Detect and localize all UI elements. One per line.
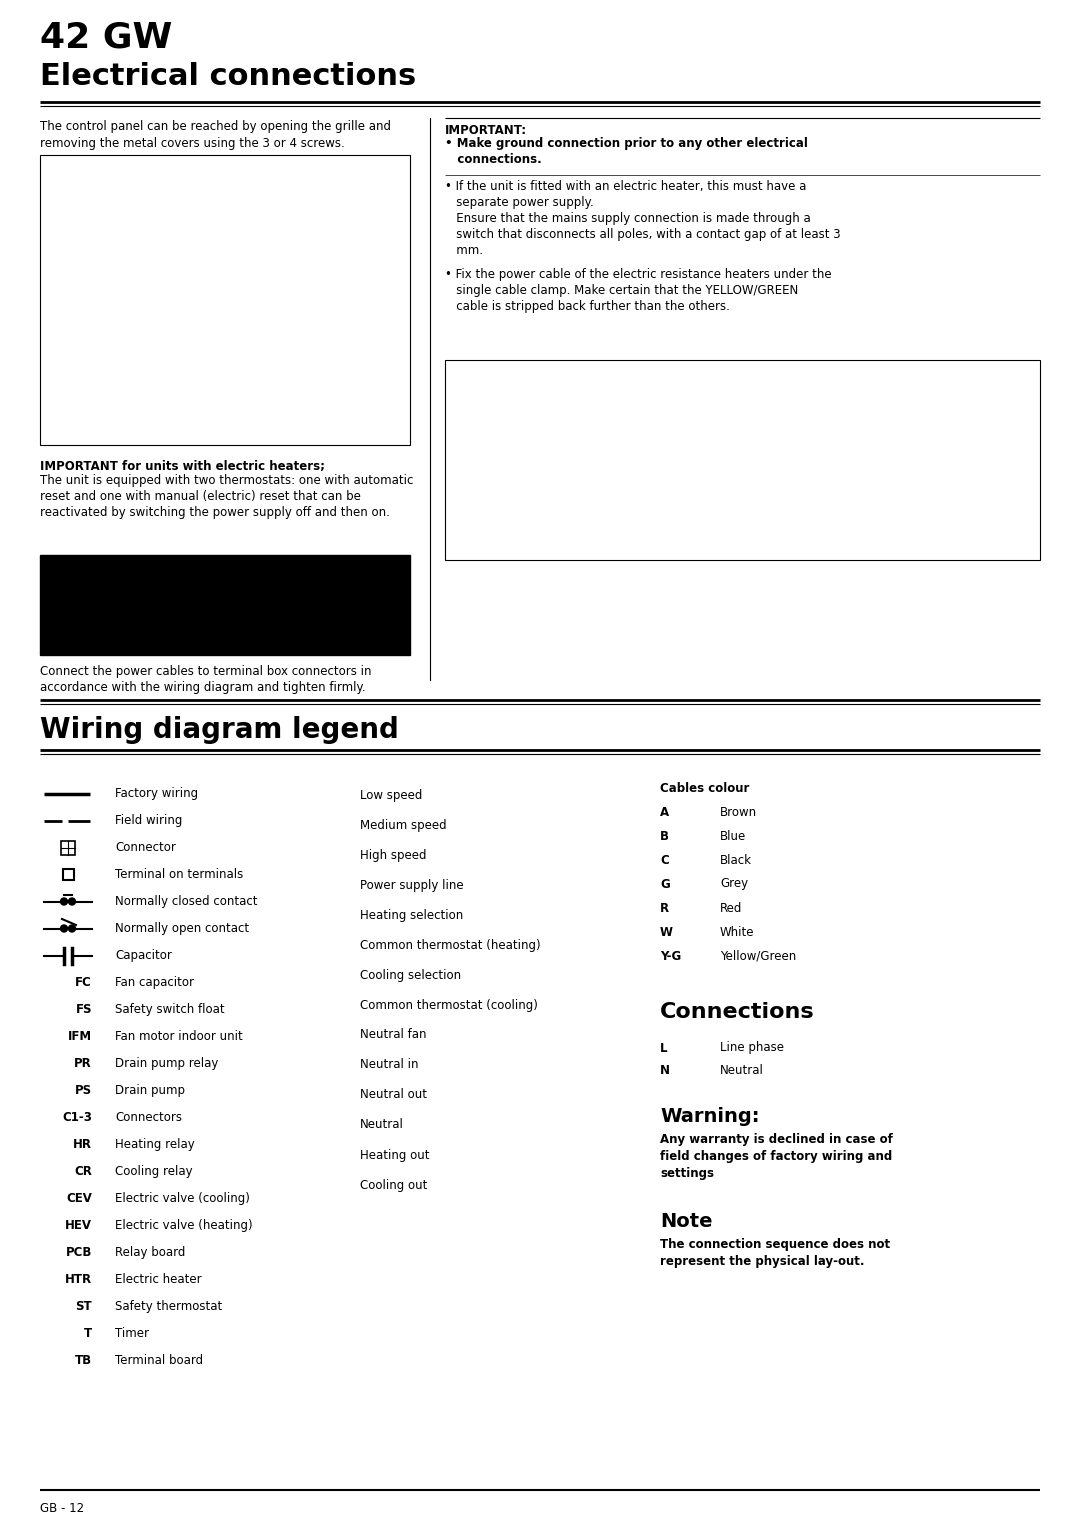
- Text: Capacitor: Capacitor: [114, 949, 172, 963]
- Text: • If the unit is fitted with an electric heater, this must have a
   separate po: • If the unit is fitted with an electric…: [445, 180, 840, 257]
- Text: Normally open contact: Normally open contact: [114, 921, 249, 935]
- Text: Cables colour: Cables colour: [660, 782, 750, 795]
- Text: CEV: CEV: [66, 1192, 92, 1206]
- Text: Yellow/Green: Yellow/Green: [720, 949, 796, 963]
- Bar: [63, 869, 73, 880]
- Text: GB - 12: GB - 12: [40, 1502, 84, 1514]
- Text: • Make ground connection prior to any other electrical
   connections.: • Make ground connection prior to any ot…: [445, 138, 808, 167]
- Text: The unit is equipped with two thermostats: one with automatic
reset and one with: The unit is equipped with two thermostat…: [40, 474, 414, 520]
- Text: W: W: [660, 926, 673, 938]
- Text: FC: FC: [76, 976, 92, 989]
- Text: Common thermostat (heating): Common thermostat (heating): [360, 938, 541, 952]
- Text: G: G: [660, 877, 670, 891]
- Text: Wiring diagram legend: Wiring diagram legend: [40, 717, 399, 744]
- Text: T: T: [84, 1326, 92, 1340]
- Text: IMPORTANT:: IMPORTANT:: [445, 124, 527, 138]
- Text: Electrical connections: Electrical connections: [40, 63, 416, 92]
- Text: Electric valve (cooling): Electric valve (cooling): [114, 1192, 249, 1206]
- Text: Power supply line: Power supply line: [360, 879, 463, 891]
- Text: Red: Red: [720, 902, 742, 914]
- Text: Medium speed: Medium speed: [360, 819, 447, 831]
- Text: Electric heater: Electric heater: [114, 1273, 202, 1287]
- Text: Connections: Connections: [660, 1002, 814, 1022]
- Text: Cooling relay: Cooling relay: [114, 1164, 192, 1178]
- Text: B: B: [660, 830, 669, 842]
- Text: Connector: Connector: [114, 840, 176, 854]
- Text: R: R: [660, 902, 670, 914]
- Text: Fan capacitor: Fan capacitor: [114, 976, 194, 989]
- Bar: [40, 555, 410, 656]
- Text: PCB: PCB: [66, 1245, 92, 1259]
- Bar: [445, 361, 1040, 559]
- Circle shape: [60, 924, 67, 932]
- Text: Neutral out: Neutral out: [360, 1088, 427, 1102]
- Text: Electric valve (heating): Electric valve (heating): [114, 1219, 253, 1232]
- Text: Y-G: Y-G: [660, 949, 681, 963]
- Circle shape: [68, 924, 76, 932]
- Text: Neutral fan: Neutral fan: [360, 1028, 427, 1042]
- Text: • Fix the power cable of the electric resistance heaters under the
   single cab: • Fix the power cable of the electric re…: [445, 267, 832, 313]
- Text: Cooling out: Cooling out: [360, 1178, 428, 1192]
- Text: Line phase: Line phase: [720, 1042, 784, 1054]
- Text: Terminal board: Terminal board: [114, 1354, 203, 1368]
- Bar: [60, 840, 75, 854]
- Text: CR: CR: [75, 1164, 92, 1178]
- Text: ST: ST: [76, 1300, 92, 1313]
- Text: Grey: Grey: [720, 877, 748, 891]
- Circle shape: [60, 898, 67, 905]
- Text: 42 GW: 42 GW: [40, 20, 173, 53]
- Text: Normally closed contact: Normally closed contact: [114, 895, 257, 908]
- Text: N: N: [660, 1063, 670, 1077]
- Text: Safety switch float: Safety switch float: [114, 1002, 225, 1016]
- Text: C: C: [660, 854, 669, 866]
- Text: Heating selection: Heating selection: [360, 909, 463, 921]
- Text: Any warranty is declined in case of
field changes of factory wiring and
settings: Any warranty is declined in case of fiel…: [660, 1132, 893, 1180]
- Text: Heating out: Heating out: [360, 1149, 430, 1161]
- Text: Connectors: Connectors: [114, 1111, 183, 1125]
- Text: The control panel can be reached by opening the grille and
removing the metal co: The control panel can be reached by open…: [40, 121, 391, 150]
- Text: Note: Note: [660, 1212, 713, 1232]
- Text: Neutral: Neutral: [720, 1063, 764, 1077]
- Text: TB: TB: [75, 1354, 92, 1368]
- Text: Blue: Blue: [720, 830, 746, 842]
- Text: Neutral: Neutral: [360, 1118, 404, 1132]
- Text: Safety thermostat: Safety thermostat: [114, 1300, 222, 1313]
- Text: The connection sequence does not
represent the physical lay-out.: The connection sequence does not represe…: [660, 1238, 890, 1268]
- Text: HTR: HTR: [65, 1273, 92, 1287]
- Bar: [40, 154, 410, 445]
- Text: Low speed: Low speed: [360, 788, 422, 802]
- Text: Timer: Timer: [114, 1326, 149, 1340]
- Text: IMPORTANT for units with electric heaters;: IMPORTANT for units with electric heater…: [40, 460, 325, 474]
- Text: Cooling selection: Cooling selection: [360, 969, 461, 981]
- Text: PR: PR: [75, 1057, 92, 1070]
- Text: C1-3: C1-3: [63, 1111, 92, 1125]
- Text: Field wiring: Field wiring: [114, 814, 183, 827]
- Text: Drain pump: Drain pump: [114, 1083, 185, 1097]
- Text: PS: PS: [75, 1083, 92, 1097]
- Text: L: L: [660, 1042, 667, 1054]
- Text: IFM: IFM: [68, 1030, 92, 1044]
- Text: Connect the power cables to terminal box connectors in
accordance with the wirin: Connect the power cables to terminal box…: [40, 665, 372, 694]
- Text: Common thermostat (cooling): Common thermostat (cooling): [360, 998, 538, 1012]
- Text: HR: HR: [73, 1138, 92, 1151]
- Text: Fan motor indoor unit: Fan motor indoor unit: [114, 1030, 243, 1044]
- Text: A: A: [660, 805, 670, 819]
- Text: White: White: [720, 926, 755, 938]
- Text: FS: FS: [76, 1002, 92, 1016]
- Text: HEV: HEV: [65, 1219, 92, 1232]
- Text: Factory wiring: Factory wiring: [114, 787, 198, 801]
- Text: Relay board: Relay board: [114, 1245, 186, 1259]
- Text: High speed: High speed: [360, 848, 427, 862]
- Text: Brown: Brown: [720, 805, 757, 819]
- Circle shape: [68, 898, 76, 905]
- Text: Warning:: Warning:: [660, 1106, 759, 1126]
- Text: Terminal on terminals: Terminal on terminals: [114, 868, 243, 882]
- Text: Black: Black: [720, 854, 752, 866]
- Text: Heating relay: Heating relay: [114, 1138, 194, 1151]
- Text: Drain pump relay: Drain pump relay: [114, 1057, 218, 1070]
- Text: Neutral in: Neutral in: [360, 1059, 419, 1071]
